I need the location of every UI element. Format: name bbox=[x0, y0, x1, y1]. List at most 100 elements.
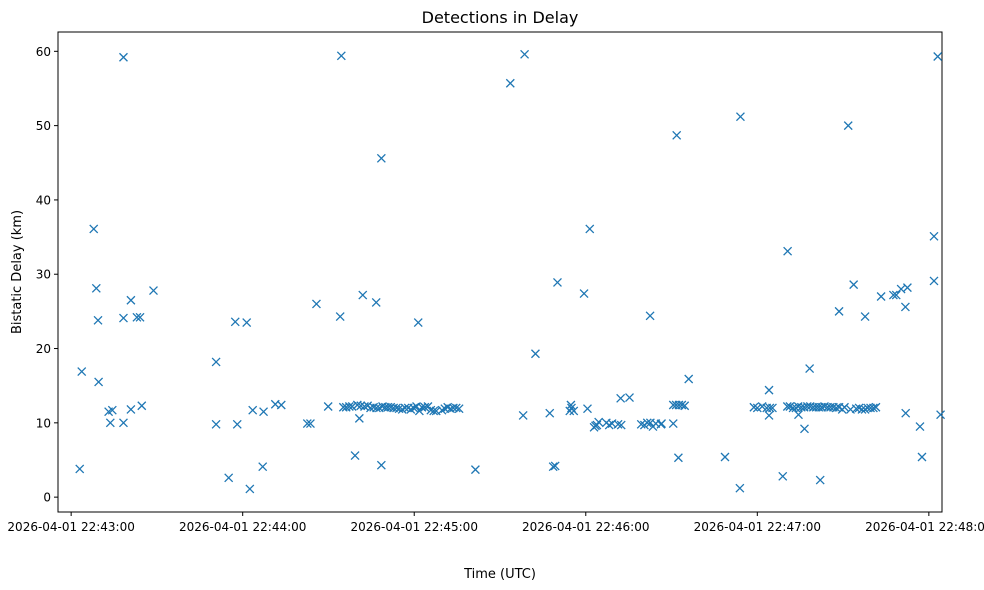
data-point bbox=[420, 402, 430, 412]
data-point bbox=[132, 312, 142, 322]
data-point bbox=[350, 451, 360, 460]
data-point-marker bbox=[119, 313, 128, 323]
data-point-marker bbox=[242, 318, 252, 327]
data-point bbox=[888, 290, 898, 300]
data-point bbox=[347, 402, 357, 411]
data-point bbox=[871, 402, 881, 412]
data-point-marker bbox=[93, 315, 103, 325]
data-point-marker bbox=[352, 400, 362, 410]
data-point bbox=[451, 403, 461, 413]
data-point-marker bbox=[392, 403, 401, 413]
data-point bbox=[902, 283, 912, 293]
data-point-marker bbox=[132, 312, 142, 322]
data-point bbox=[77, 367, 87, 377]
x-axis: 2026-04-01 22:43:00 2026-04-01 22:44:00 20… bbox=[7, 512, 984, 534]
data-point bbox=[749, 402, 759, 412]
x-tick-label: 2026-04-01 22:47:00 bbox=[694, 520, 821, 534]
data-point bbox=[900, 302, 910, 312]
data-point-marker bbox=[616, 420, 626, 430]
data-point-marker bbox=[437, 405, 447, 415]
data-point-marker bbox=[335, 312, 345, 322]
data-point bbox=[677, 400, 687, 410]
data-point bbox=[392, 403, 401, 413]
plot-area bbox=[57, 31, 943, 513]
data-point-marker bbox=[849, 280, 859, 290]
data-point-marker bbox=[657, 419, 666, 429]
data-point-marker bbox=[75, 464, 85, 474]
data-point-marker bbox=[347, 402, 357, 411]
data-point-marker bbox=[768, 403, 777, 413]
data-point bbox=[230, 317, 240, 327]
data-point bbox=[352, 400, 362, 410]
x-tick-label: 2026-04-01 22:43:00 bbox=[7, 520, 134, 534]
data-point bbox=[429, 406, 439, 416]
data-point-marker bbox=[583, 404, 592, 414]
data-point-marker bbox=[625, 393, 634, 403]
data-point bbox=[107, 405, 117, 415]
y-tick-label: 50 bbox=[36, 119, 51, 133]
y-tick-label: 0 bbox=[43, 491, 51, 505]
y-tick-label: 20 bbox=[36, 342, 51, 356]
y-axis: 0 10 20 30 40 50 60 bbox=[36, 45, 58, 505]
data-point bbox=[764, 410, 774, 420]
data-point bbox=[119, 313, 128, 323]
data-point bbox=[454, 404, 464, 414]
data-point-marker bbox=[805, 364, 815, 374]
data-point-marker bbox=[936, 410, 946, 420]
data-point-marker bbox=[720, 452, 730, 462]
data-point-marker bbox=[616, 393, 626, 403]
data-point-marker bbox=[673, 453, 683, 463]
data-point-marker bbox=[550, 461, 560, 471]
data-point bbox=[545, 408, 555, 418]
y-tick-label: 40 bbox=[36, 193, 51, 207]
data-point-marker bbox=[933, 52, 943, 61]
data-point-marker bbox=[548, 462, 558, 472]
data-point bbox=[782, 402, 792, 411]
data-point bbox=[616, 420, 626, 430]
x-tick-label: 2026-04-01 22:48:00 bbox=[865, 520, 984, 534]
data-point bbox=[553, 277, 562, 287]
data-point bbox=[126, 295, 136, 305]
y-axis-label: Bistatic Delay (km) bbox=[10, 210, 25, 334]
data-point-marker bbox=[451, 403, 461, 413]
data-point-marker bbox=[594, 417, 604, 427]
data-point-marker bbox=[876, 292, 886, 301]
data-point-marker bbox=[230, 317, 240, 327]
data-point-marker bbox=[579, 289, 589, 299]
data-point bbox=[437, 405, 447, 415]
data-point bbox=[583, 404, 592, 414]
data-point-marker bbox=[336, 51, 346, 61]
data-point bbox=[413, 318, 423, 327]
data-point bbox=[566, 400, 576, 410]
data-point bbox=[91, 283, 101, 293]
data-series bbox=[75, 49, 946, 494]
data-point-marker bbox=[89, 224, 99, 234]
data-point-marker bbox=[840, 402, 849, 412]
x-axis-label: Time (UTC) bbox=[463, 567, 536, 582]
data-point bbox=[149, 286, 158, 296]
data-point-marker bbox=[915, 422, 925, 432]
data-point-marker bbox=[902, 283, 912, 293]
data-point-marker bbox=[119, 52, 128, 62]
data-point-marker bbox=[891, 290, 901, 300]
data-point bbox=[645, 311, 655, 321]
data-point bbox=[211, 419, 221, 429]
data-point bbox=[616, 393, 626, 403]
data-point bbox=[406, 405, 416, 414]
data-point-marker bbox=[211, 357, 221, 367]
data-point-marker bbox=[149, 286, 158, 296]
x-tick-label: 2026-04-01 22:44:00 bbox=[179, 520, 306, 534]
data-point-marker bbox=[585, 224, 595, 234]
data-point bbox=[668, 419, 678, 429]
data-point bbox=[302, 419, 312, 429]
data-point-marker bbox=[871, 402, 881, 412]
data-point-marker bbox=[413, 318, 423, 327]
data-point-marker bbox=[794, 410, 803, 420]
data-point bbox=[336, 51, 346, 61]
x-tick-label: 2026-04-01 22:45:00 bbox=[351, 520, 478, 534]
data-point-marker bbox=[917, 452, 927, 462]
data-point bbox=[505, 78, 515, 88]
data-point bbox=[354, 413, 364, 423]
data-point bbox=[137, 401, 147, 411]
